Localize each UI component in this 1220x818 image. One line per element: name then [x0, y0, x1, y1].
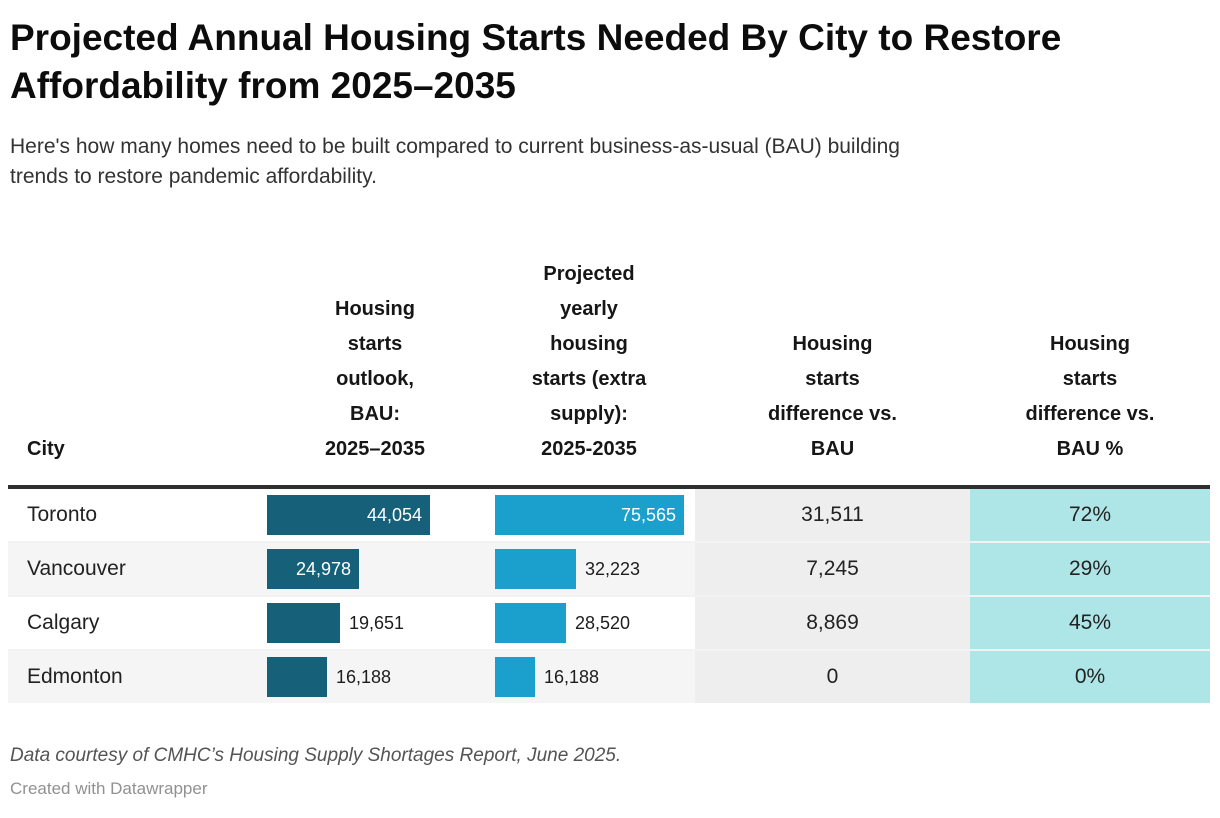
bau-bar-label: 44,054: [366, 504, 422, 525]
column-header-line: Housing: [1050, 333, 1130, 355]
projected-cell: 75,565: [483, 489, 695, 541]
source-note: Data courtesy of CMHC’s Housing Supply S…: [10, 745, 622, 766]
difference-cell: 8,869: [695, 597, 970, 649]
city-cell: Toronto: [27, 503, 98, 526]
table-row-toronto: Toronto 44,054 75,565 31,511 72%: [8, 489, 1210, 541]
column-header-line: starts (extra: [531, 368, 647, 390]
difference-percent-cell: 29%: [970, 543, 1210, 595]
chart-title: Projected Annual Housing Starts Needed B…: [10, 14, 1210, 110]
chart-page: Projected Annual Housing Starts Needed B…: [8, 14, 1210, 798]
datawrapper-credit: Created with Datawrapper: [10, 779, 208, 798]
difference-cell: 31,511: [695, 489, 970, 541]
column-header-line: Projected: [543, 263, 635, 285]
chart-subtitle-line-1: Here's how many homes need to be built c…: [10, 135, 900, 158]
projected-bar: [495, 657, 535, 697]
column-header-line: City: [27, 438, 65, 460]
column-header-line: Housing: [792, 333, 873, 355]
column-header-line: BAU %: [1056, 438, 1124, 460]
projected-bar: 75,565: [495, 495, 684, 535]
table-row-edmonton: Edmonton 16,188 16,188 0 0%: [8, 649, 1210, 703]
bau-bar: [267, 603, 340, 643]
city-cell: Calgary: [27, 611, 100, 634]
column-header-line: BAU:: [350, 403, 400, 425]
bau-bar: 44,054: [267, 495, 430, 535]
city-cell: Edmonton: [8, 651, 267, 703]
column-header-line: outlook,: [336, 368, 414, 390]
chart-subtitle: Here's how many homes need to be built c…: [10, 132, 1210, 192]
city-cell: Vancouver: [8, 543, 267, 595]
column-header-pct: Housing starts difference vs. BAU %: [970, 327, 1210, 467]
column-header-line: Housing: [335, 298, 415, 320]
column-header-bau: Housing starts outlook, BAU: 2025–2035: [267, 292, 483, 467]
difference-cell: 7,245: [695, 543, 970, 595]
column-header-diff: Housing starts difference vs. BAU: [695, 327, 970, 467]
column-header-projected: Projected yearly housing starts (extra suppl…: [483, 257, 695, 467]
column-header-line: starts: [1062, 368, 1118, 390]
bau-bar-label: 24,978: [295, 558, 351, 579]
projected-bar: [495, 603, 566, 643]
table-row-calgary: Calgary 19,651 28,520 8,869 45%: [8, 595, 1210, 649]
column-header-line: yearly: [560, 298, 618, 320]
column-header-line: BAU: [810, 438, 855, 460]
bau-cell: 19,651: [267, 597, 483, 649]
column-header-line: housing: [550, 333, 628, 355]
table-row-vancouver: Vancouver 24,978 32,223 7,245 29%: [8, 541, 1210, 595]
bau-bar: 24,978: [267, 549, 359, 589]
bau-bar-label: 16,188: [336, 666, 392, 687]
chart-title-line-1: Projected Annual Housing Starts Needed B…: [10, 17, 1062, 58]
projected-bar-label: 32,223: [585, 558, 641, 579]
bau-bar-label: 19,651: [349, 612, 405, 633]
bau-cell: 44,054: [267, 489, 483, 541]
difference-cell: 0: [695, 651, 970, 703]
projected-bar: [495, 549, 576, 589]
housing-starts-table: City Housing starts outlook, BAU: 2025–2035 Pr…: [8, 192, 1210, 703]
chart-subtitle-line-2: trends to restore pandemic affordability…: [10, 165, 377, 188]
difference-percent-cell: 0%: [970, 651, 1210, 703]
projected-bar-label: 75,565: [620, 504, 676, 525]
table-header-row: City Housing starts outlook, BAU: 2025–2035 Pr…: [8, 192, 1210, 485]
bau-cell: 24,978: [267, 543, 483, 595]
difference-percent-cell: 72%: [970, 489, 1210, 541]
difference-percent-cell: 45%: [970, 597, 1210, 649]
column-header-line: starts: [347, 333, 403, 355]
bau-cell: 16,188: [267, 651, 483, 703]
column-header-line: 2025-2035: [541, 438, 637, 460]
projected-bar-label: 28,520: [575, 612, 631, 633]
column-header-city: City: [8, 432, 267, 467]
column-header-line: difference vs.: [768, 403, 897, 425]
chart-title-line-2: Affordability from 2025–2035: [10, 65, 516, 106]
projected-cell: 28,520: [483, 597, 695, 649]
projected-bar-label: 16,188: [544, 666, 600, 687]
column-header-line: supply):: [550, 403, 628, 425]
table-body: Toronto 44,054 75,565 31,511 72% Vancouver 24,…: [8, 485, 1210, 703]
projected-cell: 16,188: [483, 651, 695, 703]
column-header-line: 2025–2035: [324, 438, 426, 460]
bau-bar: [267, 657, 327, 697]
column-header-line: starts: [805, 368, 860, 390]
projected-cell: 32,223: [483, 543, 695, 595]
column-header-line: difference vs.: [1025, 403, 1155, 425]
